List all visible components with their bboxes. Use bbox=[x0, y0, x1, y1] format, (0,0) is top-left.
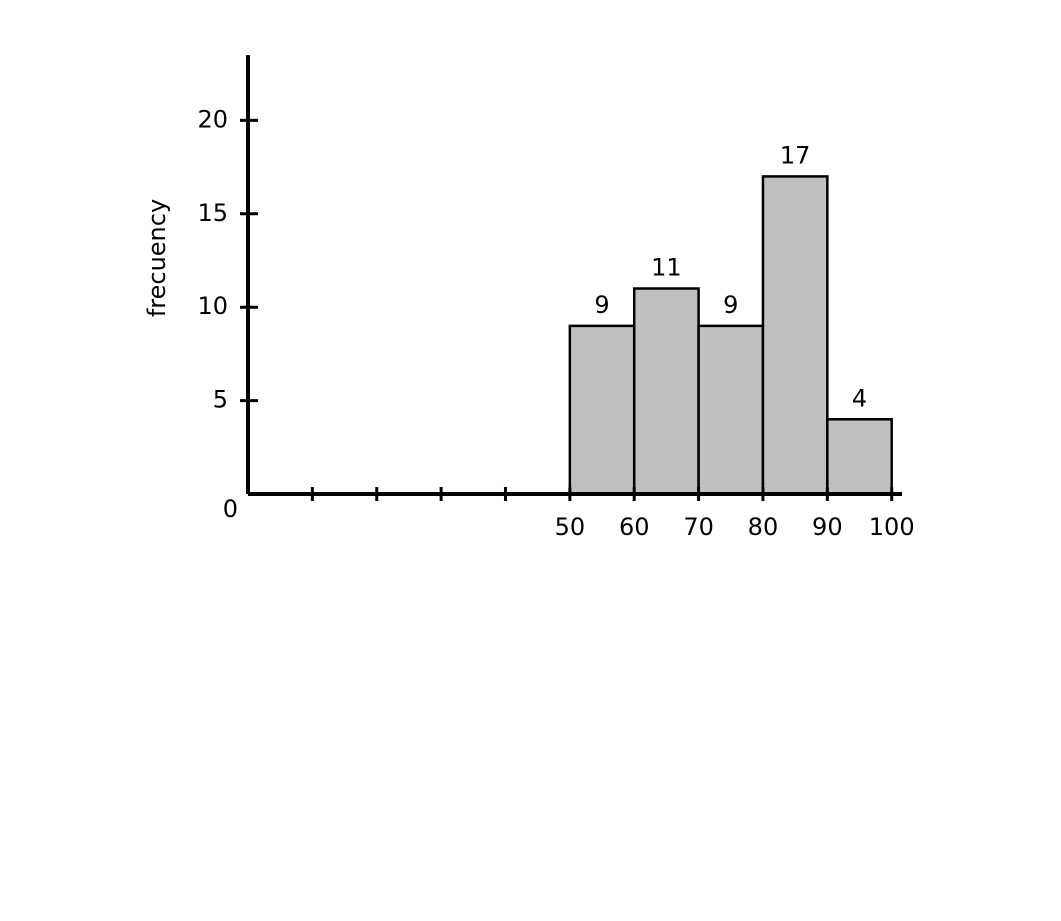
x-tick-label: 90 bbox=[812, 513, 843, 541]
value-label: 17 bbox=[780, 141, 811, 169]
bar bbox=[697, 324, 765, 496]
y-axis-label: frecuency bbox=[143, 199, 171, 317]
x-tick-label: 80 bbox=[748, 513, 779, 541]
x-tick-label: 60 bbox=[619, 513, 650, 541]
x-tick-label: 70 bbox=[683, 513, 714, 541]
bar bbox=[826, 418, 893, 496]
y-tick-label: 15 bbox=[197, 199, 228, 227]
value-label: 11 bbox=[651, 254, 682, 282]
value-label: 9 bbox=[723, 291, 738, 319]
y-tick-label: 5 bbox=[213, 386, 228, 414]
bar bbox=[761, 175, 829, 496]
y-tick-label: 20 bbox=[197, 105, 228, 133]
x-tick-label: 100 bbox=[869, 513, 915, 541]
bar bbox=[632, 287, 700, 496]
x-tick-label: 50 bbox=[555, 513, 586, 541]
value-label: 9 bbox=[594, 291, 609, 319]
value-label: 4 bbox=[852, 384, 867, 412]
bar bbox=[568, 324, 636, 496]
y-tick-label: 10 bbox=[197, 292, 228, 320]
y-tick-label: 0 bbox=[223, 495, 238, 523]
